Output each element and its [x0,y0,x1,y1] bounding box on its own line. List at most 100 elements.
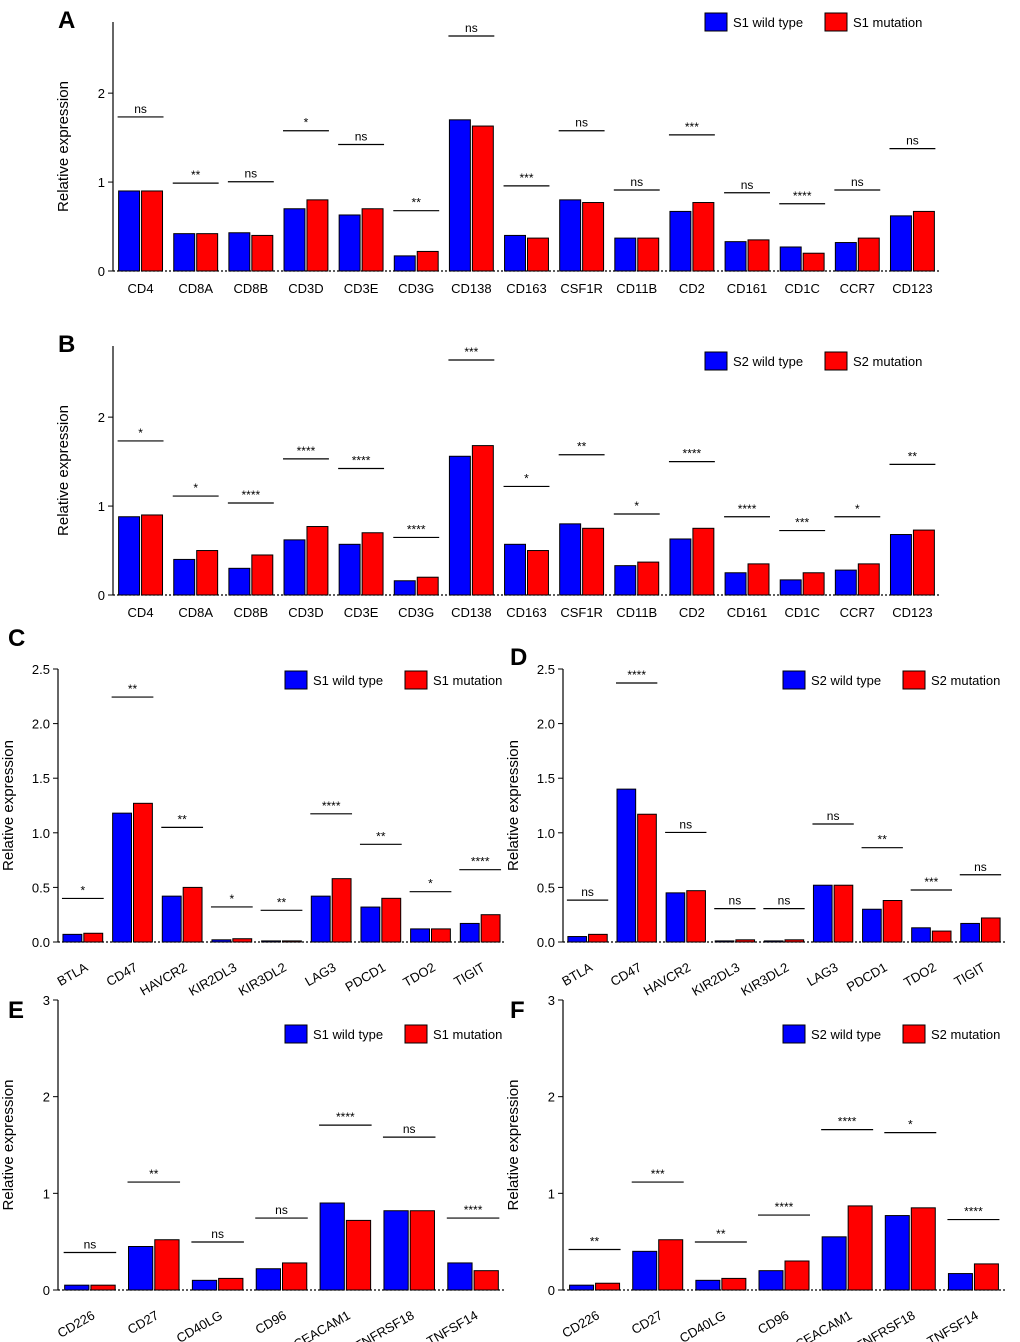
y-tick-label: 0 [98,588,105,603]
x-tick-label: TDO2 [400,960,438,990]
bar [283,539,306,596]
bar [141,514,164,596]
bar [282,940,302,943]
bar [735,939,756,943]
significance-label: ns [403,1122,416,1136]
y-axis-label: Relative expression [505,1080,522,1211]
x-tick-label: CSF1R [560,281,603,296]
y-tick-label: 1 [43,1186,50,1201]
y-tick-label: 0 [43,1283,50,1298]
x-tick-label: CD3E [344,605,379,620]
significance-label: ns [741,178,754,192]
bar [637,813,657,943]
significance-label: ns [275,1203,288,1217]
x-tick-label: TIGIT [451,960,487,990]
significance-label: *** [651,1167,665,1181]
significance-label: **** [336,1110,355,1124]
x-tick-label: CEACAM1 [793,1308,855,1342]
significance-label: ** [277,895,287,909]
bar [910,1207,936,1291]
bar [251,554,274,596]
bar [980,917,1001,943]
x-tick-label: CD1C [784,281,819,296]
bar [747,563,770,596]
y-tick-label: 1.5 [537,771,555,786]
bar [812,884,833,943]
x-tick-label: LAG3 [804,960,840,990]
x-tick-label: KIR3DL2 [738,960,791,999]
legend-label: S2 mutation [931,1027,1000,1042]
significance-label: ns [84,1238,97,1252]
bar [196,233,219,272]
x-tick-label: CD2 [679,281,705,296]
legend-swatch [782,1024,806,1044]
legend-swatch [824,351,848,371]
bar [695,1279,721,1291]
x-tick-label: CD8A [178,605,213,620]
bar [251,234,274,272]
significance-label: ** [878,833,888,847]
bar [228,232,251,272]
bar [714,940,735,943]
x-tick-label: CD123 [892,605,932,620]
bar [218,1277,244,1291]
x-tick-label: CD161 [727,281,767,296]
x-tick-label: CD96 [755,1308,791,1338]
legend-swatch [902,670,926,690]
legend-label: S1 wild type [733,15,803,30]
x-tick-label: PDCD1 [343,960,389,995]
bar [595,1282,621,1291]
bar [559,523,582,596]
legend-swatch [782,670,806,690]
x-tick-label: TNFRSF18 [853,1308,917,1342]
x-tick-label: CD226 [559,1308,602,1341]
bar [862,908,882,943]
bar [306,526,329,596]
significance-label: ** [716,1227,726,1241]
bar [431,928,451,943]
bar [669,538,692,596]
significance-label: ** [128,682,138,696]
legend-swatch [404,670,428,690]
bar [338,543,361,596]
bar [588,933,608,943]
y-tick-label: 3 [43,993,50,1008]
x-tick-label: CD8A [178,281,213,296]
significance-label: ns [465,21,478,35]
significance-label: * [229,892,234,906]
legend-label: S1 mutation [433,673,502,688]
significance-label: ns [244,167,257,181]
x-tick-label: CD47 [608,960,644,990]
y-tick-label: 0 [98,264,105,279]
bar [64,1284,90,1291]
bar [448,119,471,272]
bar [133,802,153,943]
x-tick-label: LAG3 [302,960,338,990]
significance-label: * [80,883,85,897]
bar [141,190,164,272]
significance-label: * [138,426,143,440]
significance-label: ** [177,812,187,826]
bar [360,906,381,943]
x-tick-label: BTLA [55,959,91,988]
significance-label: ns [974,860,987,874]
x-tick-label: CD3G [398,605,434,620]
significance-label: ns [851,175,864,189]
bar [310,895,331,943]
significance-label: ns [575,116,588,130]
significance-label: *** [685,120,699,134]
bar [821,1236,847,1291]
bar [128,1246,154,1291]
significance-label: ** [149,1167,159,1181]
bar [338,214,361,272]
x-tick-label: CD161 [727,605,767,620]
bar [616,788,637,943]
y-tick-label: 0.5 [537,880,555,895]
y-tick-label: 1.5 [32,771,50,786]
bar [527,237,549,272]
bar [889,215,912,272]
bar [255,1268,281,1291]
x-tick-label: KIR3DL2 [236,960,289,999]
legend-label: S1 mutation [853,15,922,30]
